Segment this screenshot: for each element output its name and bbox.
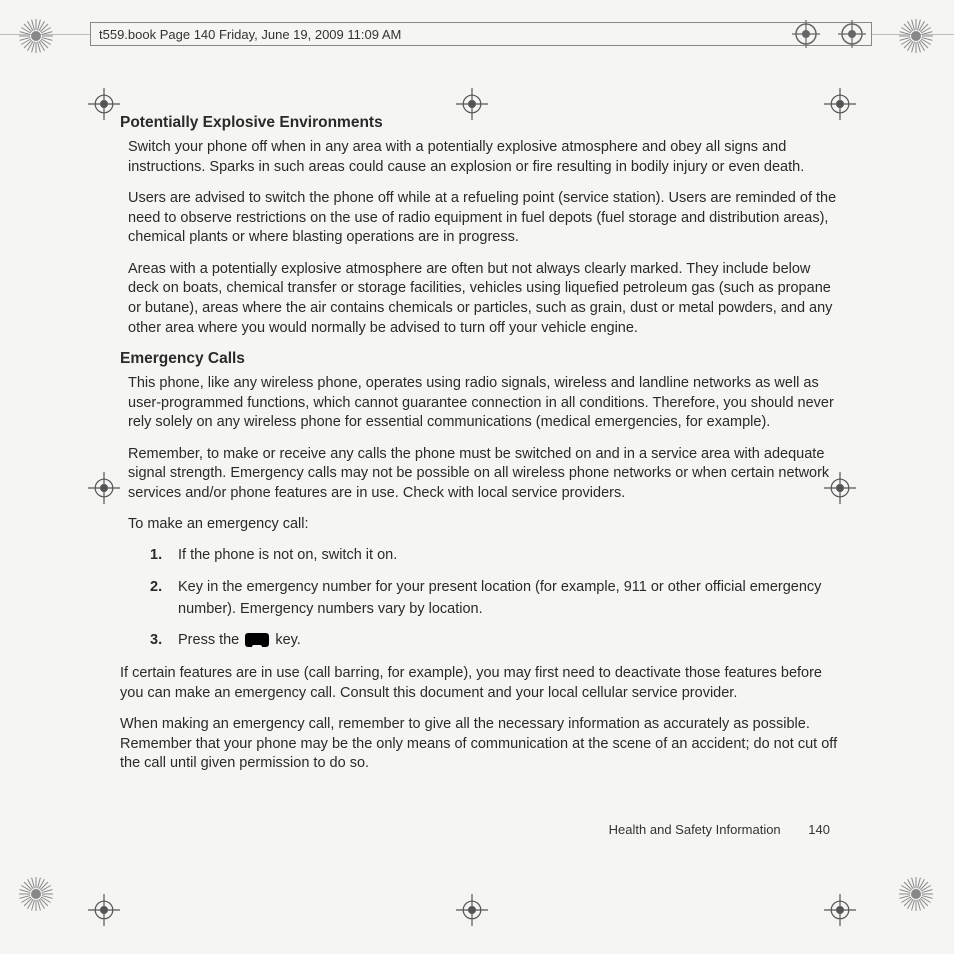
registration-mark-icon bbox=[824, 88, 856, 120]
starburst-mark-icon bbox=[18, 18, 54, 54]
step-3-text-a: Press the bbox=[178, 632, 243, 648]
header-reg-mark-icon bbox=[838, 20, 866, 48]
registration-mark-icon bbox=[88, 894, 120, 926]
steps-lead: To make an emergency call: bbox=[128, 515, 838, 535]
page-footer: Health and Safety Information 140 bbox=[609, 822, 830, 837]
para-s2-1: This phone, like any wireless phone, ope… bbox=[128, 374, 838, 433]
header-text: t559.book Page 140 Friday, June 19, 2009… bbox=[99, 27, 401, 42]
para-s1-3: Areas with a potentially explosive atmos… bbox=[128, 260, 838, 338]
footer-title: Health and Safety Information bbox=[609, 822, 781, 837]
phone-key-icon bbox=[245, 633, 269, 647]
step-3-text-b: key. bbox=[275, 632, 301, 648]
registration-mark-icon bbox=[824, 472, 856, 504]
starburst-mark-icon bbox=[18, 876, 54, 912]
step-1: 1. If the phone is not on, switch it on. bbox=[150, 545, 838, 567]
registration-mark-icon bbox=[456, 894, 488, 926]
para-s2-3: If certain features are in use (call bar… bbox=[120, 664, 838, 703]
registration-mark-icon bbox=[456, 88, 488, 120]
step-1-num: 1. bbox=[150, 545, 162, 567]
para-s2-4: When making an emergency call, remember … bbox=[120, 715, 838, 774]
page-header-bar: t559.book Page 140 Friday, June 19, 2009… bbox=[90, 22, 872, 46]
step-2-num: 2. bbox=[150, 577, 162, 599]
step-1-text: If the phone is not on, switch it on. bbox=[178, 547, 397, 563]
para-s1-2: Users are advised to switch the phone of… bbox=[128, 189, 838, 248]
starburst-mark-icon bbox=[898, 876, 934, 912]
header-reg-mark-icon bbox=[792, 20, 820, 48]
page-content: Potentially Explosive Environments Switc… bbox=[120, 114, 838, 786]
para-s1-1: Switch your phone off when in any area w… bbox=[128, 138, 838, 177]
registration-mark-icon bbox=[824, 894, 856, 926]
para-s2-2: Remember, to make or receive any calls t… bbox=[128, 445, 838, 504]
footer-page: 140 bbox=[808, 822, 830, 837]
starburst-mark-icon bbox=[898, 18, 934, 54]
step-2-text: Key in the emergency number for your pre… bbox=[178, 579, 821, 617]
registration-mark-icon bbox=[88, 472, 120, 504]
step-2: 2. Key in the emergency number for your … bbox=[150, 577, 838, 621]
steps-list: 1. If the phone is not on, switch it on.… bbox=[150, 545, 838, 652]
step-3: 3. Press the key. bbox=[150, 630, 838, 652]
heading-emergency: Emergency Calls bbox=[120, 350, 838, 368]
registration-mark-icon bbox=[88, 88, 120, 120]
step-3-num: 3. bbox=[150, 630, 162, 652]
